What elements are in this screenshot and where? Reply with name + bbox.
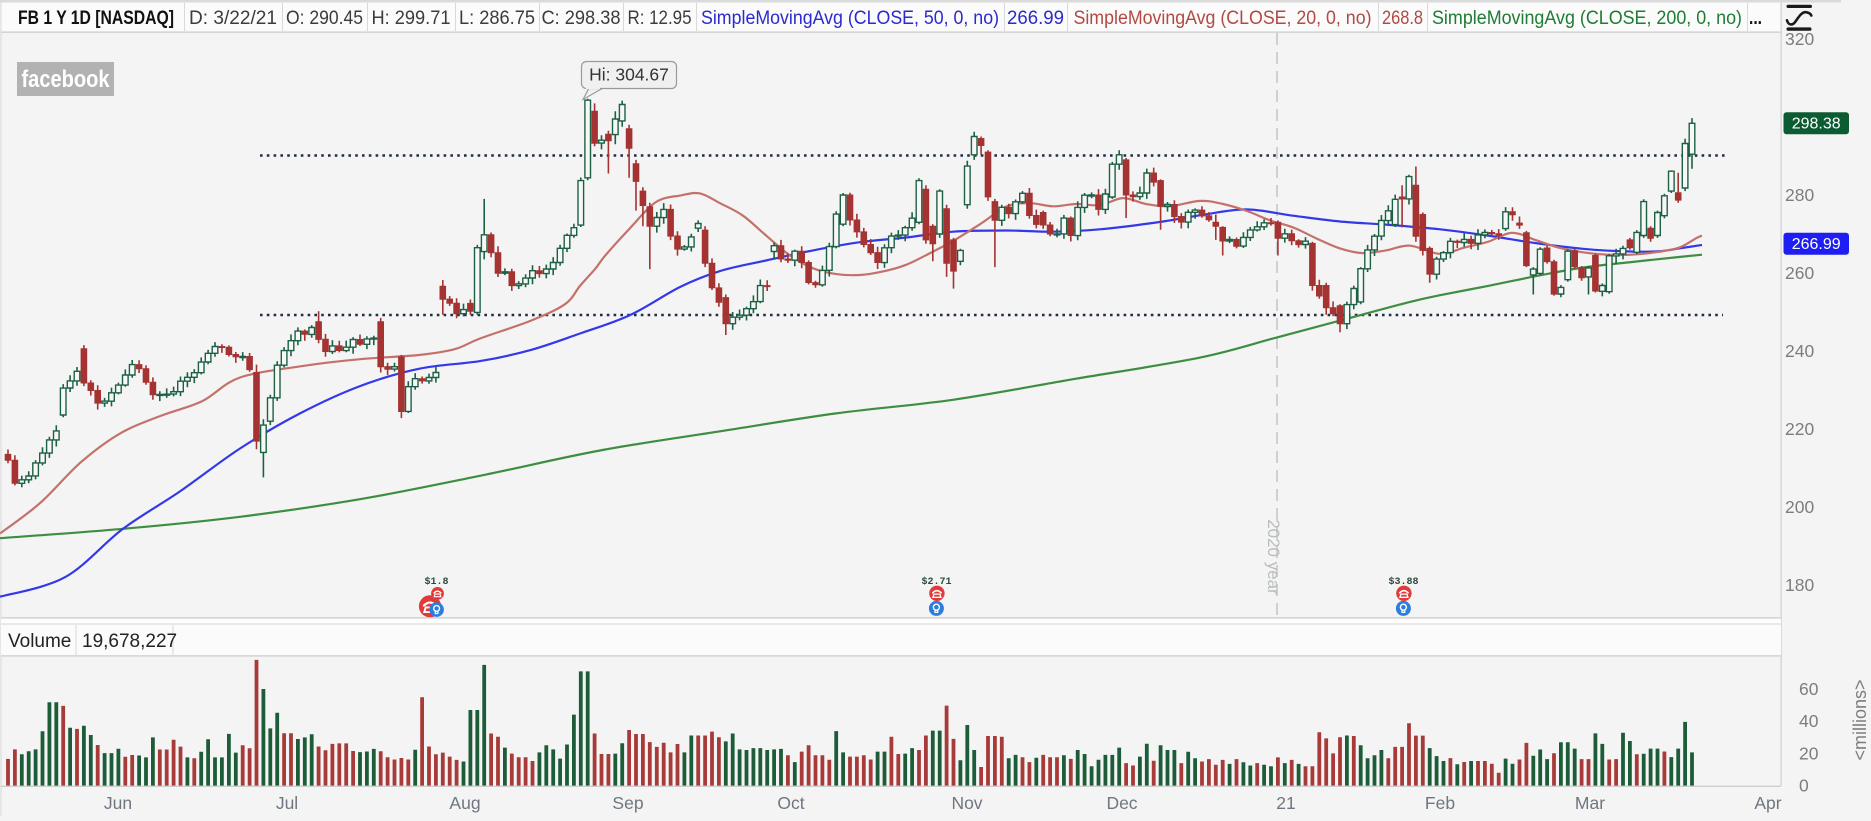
svg-text:FB 1 Y 1D [NASDAQ]: FB 1 Y 1D [NASDAQ] [18, 8, 174, 29]
svg-text:320: 320 [1785, 29, 1814, 49]
svg-text:$2.71: $2.71 [921, 576, 951, 588]
svg-text:266.99: 266.99 [1792, 236, 1841, 253]
svg-text:180: 180 [1785, 575, 1814, 595]
svg-text:C: 298.38: C: 298.38 [542, 8, 621, 29]
svg-text:L: 286.75: L: 286.75 [459, 8, 535, 29]
svg-text:268.8: 268.8 [1382, 8, 1423, 29]
svg-text:H: 299.71: H: 299.71 [372, 8, 451, 29]
svg-text:Feb: Feb [1425, 793, 1455, 813]
svg-text:220: 220 [1785, 419, 1814, 439]
svg-text:$3.88: $3.88 [1388, 576, 1418, 588]
svg-text:0: 0 [1799, 776, 1809, 796]
svg-text:20: 20 [1799, 743, 1819, 763]
svg-text:Aug: Aug [449, 793, 480, 813]
svg-text:D: 3/22/21: D: 3/22/21 [189, 8, 277, 29]
svg-text:R: 12.95: R: 12.95 [628, 8, 692, 29]
svg-text:facebook: facebook [22, 66, 111, 93]
svg-text:Jun: Jun [104, 793, 132, 813]
svg-text:Oct: Oct [777, 793, 804, 813]
svg-text:Apr: Apr [1754, 793, 1781, 813]
svg-text:266.99: 266.99 [1007, 8, 1064, 29]
svg-text:Dec: Dec [1106, 793, 1137, 813]
svg-text:SimpleMovingAvg (CLOSE, 20, 0,: SimpleMovingAvg (CLOSE, 20, 0, no) [1074, 8, 1372, 29]
svg-text:19,678,227: 19,678,227 [82, 631, 177, 652]
svg-text:Volume: Volume [8, 631, 71, 652]
svg-text:2020 year: 2020 year [1264, 519, 1283, 595]
svg-text:<millions>: <millions> [1850, 679, 1870, 760]
svg-text:Hi: 304.67: Hi: 304.67 [589, 65, 669, 85]
svg-text:Sep: Sep [612, 793, 643, 813]
svg-text:21: 21 [1276, 793, 1295, 813]
svg-text:SimpleMovingAvg (CLOSE, 50, 0,: SimpleMovingAvg (CLOSE, 50, 0, no) [701, 8, 999, 29]
svg-text:60: 60 [1799, 679, 1819, 699]
svg-text:280: 280 [1785, 185, 1814, 205]
svg-text:Jul: Jul [276, 793, 298, 813]
svg-text:SimpleMovingAvg (CLOSE, 200, 0: SimpleMovingAvg (CLOSE, 200, 0, no) [1432, 8, 1742, 29]
svg-text:260: 260 [1785, 263, 1814, 283]
svg-text:$1.8: $1.8 [424, 576, 448, 588]
svg-text:O: 290.45: O: 290.45 [286, 8, 363, 29]
svg-text:240: 240 [1785, 341, 1814, 361]
svg-text:40: 40 [1799, 711, 1819, 731]
svg-text:Nov: Nov [951, 793, 982, 813]
svg-text:200: 200 [1785, 497, 1814, 517]
svg-text:Mar: Mar [1575, 793, 1605, 813]
svg-text:298.38: 298.38 [1792, 116, 1841, 133]
svg-text:...: ... [1749, 8, 1762, 29]
